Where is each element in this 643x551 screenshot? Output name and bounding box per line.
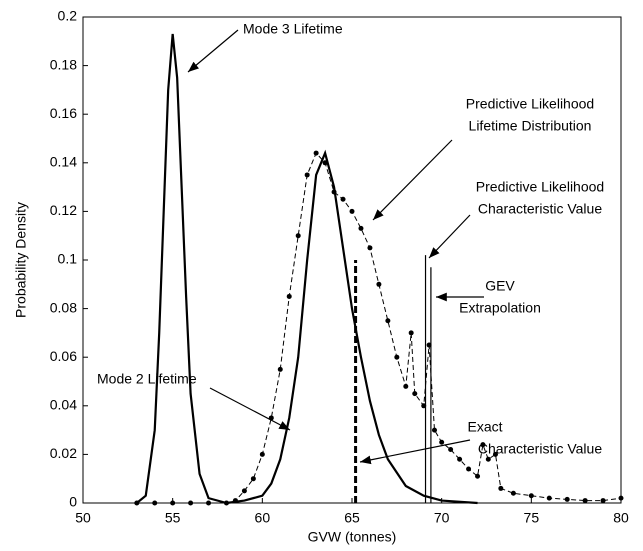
data-point <box>485 456 491 462</box>
arrow <box>428 214 471 259</box>
y-tick-label: 0.08 <box>50 299 77 315</box>
data-point <box>134 500 140 506</box>
arrow <box>187 29 239 73</box>
data-point <box>250 476 256 482</box>
data-point <box>431 427 437 433</box>
annotation: Predictive Likelihood <box>476 179 604 195</box>
data-point <box>492 451 498 457</box>
data-point <box>206 500 212 506</box>
data-point <box>439 439 445 445</box>
data-point <box>618 495 624 501</box>
data-point <box>331 189 337 195</box>
data-point <box>277 366 283 372</box>
y-tick-label: 0.16 <box>50 105 77 121</box>
annotation: Characteristic Value <box>478 441 602 457</box>
annotation: GEV <box>485 278 515 294</box>
y-tick-label: 0.12 <box>50 202 77 218</box>
data-point <box>385 318 391 324</box>
data-point <box>475 473 481 479</box>
data-point <box>546 495 552 501</box>
data-point <box>259 451 265 457</box>
arrows <box>187 29 484 465</box>
data-point <box>480 442 486 448</box>
data-point <box>358 225 364 231</box>
data-point <box>241 488 247 494</box>
plot-frame <box>82 16 622 504</box>
data-point <box>170 500 176 506</box>
annotation: Predictive Likelihood <box>466 96 594 112</box>
x-tick-label: 70 <box>434 510 450 526</box>
data-point <box>223 500 229 506</box>
data-point <box>394 354 400 360</box>
data-point <box>498 485 504 491</box>
annotation: Lifetime Distribution <box>469 118 592 134</box>
y-tick-label: 0.14 <box>50 154 77 170</box>
y-tick-label: 0.04 <box>50 397 77 413</box>
data-point <box>528 493 534 499</box>
x-tick-label: 65 <box>344 510 360 526</box>
x-tick-label: 80 <box>613 510 629 526</box>
data-point <box>152 500 158 506</box>
data-point <box>448 447 454 453</box>
data-point <box>600 498 606 504</box>
x-tick-label: 60 <box>255 510 271 526</box>
series-line <box>136 33 227 505</box>
data-point <box>564 496 570 502</box>
data-point <box>232 498 238 504</box>
y-tick-label: 0.06 <box>50 348 77 364</box>
x-tick-label: 55 <box>165 510 181 526</box>
data-point <box>322 160 328 166</box>
y-axis-label: Probability Density <box>13 202 29 318</box>
arrow <box>359 439 471 465</box>
y-tick-label: 0 <box>69 494 77 510</box>
data-point <box>510 490 516 496</box>
data-point <box>286 293 292 299</box>
series-line <box>136 152 622 504</box>
annotation: Exact <box>467 419 502 435</box>
annotation: Mode 3 Lifetime <box>243 21 343 37</box>
annotation: Extrapolation <box>459 300 541 316</box>
data-point <box>340 196 346 202</box>
arrow <box>209 387 291 431</box>
series-line <box>226 149 478 505</box>
annotation: Mode 2 Lifetime <box>97 371 197 387</box>
data-point <box>367 245 373 251</box>
x-tick-label: 50 <box>75 510 91 526</box>
data-point <box>268 415 274 421</box>
data-point <box>457 456 463 462</box>
data-point <box>412 391 418 397</box>
y-tick-label: 0.1 <box>58 251 78 267</box>
y-tick-label: 0.02 <box>50 445 77 461</box>
data-point <box>376 281 382 287</box>
data-point <box>349 208 355 214</box>
annotation: Characteristic Value <box>478 201 602 217</box>
x-axis-label: GVW (tonnes) <box>308 529 397 545</box>
data-point <box>304 172 310 178</box>
x-tick-label: 75 <box>524 510 540 526</box>
y-tick-label: 0.2 <box>58 8 78 24</box>
y-tick-label: 0.18 <box>50 56 77 72</box>
data-point <box>403 383 409 389</box>
data-point <box>408 330 414 336</box>
data-point <box>295 233 301 239</box>
data-point <box>466 466 472 472</box>
arrow <box>372 139 453 221</box>
data-point <box>188 500 194 506</box>
data-point <box>582 498 588 504</box>
data-point <box>313 150 319 156</box>
